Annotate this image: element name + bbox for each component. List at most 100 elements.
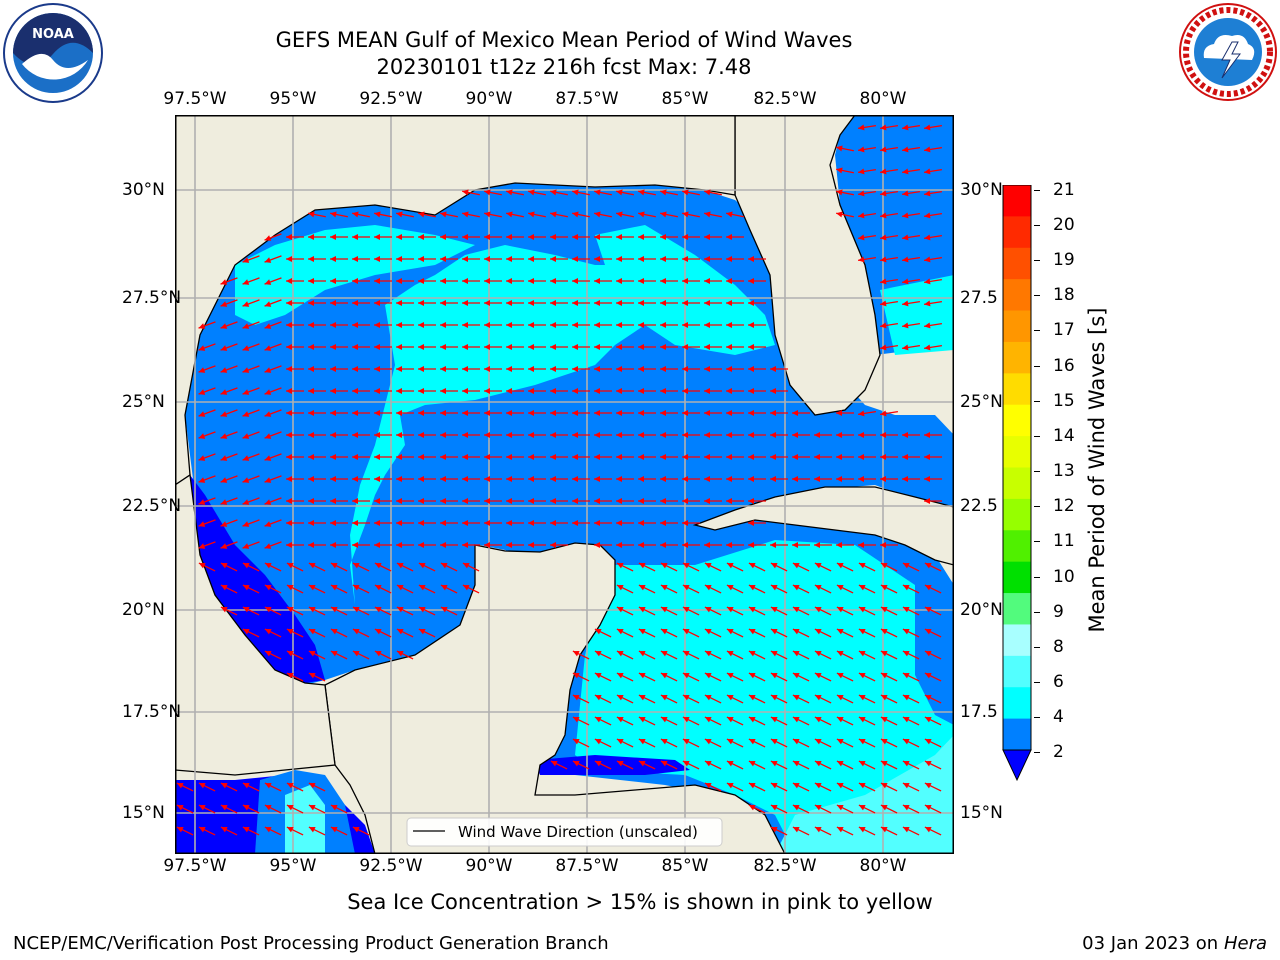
wind-wave-arrow	[682, 760, 700, 770]
wind-wave-arrow	[220, 782, 238, 792]
wind-wave-arrow	[814, 804, 832, 814]
noaa-logo: NOAA	[3, 3, 103, 103]
wind-wave-arrow	[242, 453, 260, 461]
colorbar-segment-4	[1003, 310, 1031, 343]
wind-wave-arrow	[770, 760, 788, 770]
wind-wave-arrow	[704, 694, 722, 704]
wind-wave-arrow	[528, 476, 546, 482]
wind-wave-arrow	[902, 738, 920, 748]
colorbar-tickmark-11	[1034, 577, 1040, 578]
wind-wave-arrow	[330, 454, 348, 460]
wind-wave-arrow	[858, 234, 876, 241]
wind-wave-arrow	[220, 387, 238, 395]
wind-wave-arrow	[880, 628, 898, 638]
wind-wave-arrow	[924, 300, 942, 307]
wind-wave-arrow	[726, 211, 744, 218]
wind-wave-arrow	[682, 672, 700, 682]
wind-wave-arrow	[484, 189, 502, 196]
colorbar-tickmark-0	[1034, 190, 1040, 191]
wind-wave-arrow	[704, 476, 722, 482]
lon-tick-top-0: 97.5°W	[163, 89, 227, 109]
wind-wave-arrow	[484, 344, 502, 350]
wind-wave-arrow	[880, 410, 898, 417]
wind-wave-arrow	[506, 498, 524, 504]
lat-tick-left-4: 20°N	[122, 600, 165, 620]
wind-wave-arrow	[836, 716, 854, 726]
wind-wave-arrow	[880, 782, 898, 792]
wind-wave-arrow	[748, 432, 766, 438]
wind-wave-arrow	[726, 542, 744, 548]
wind-wave-arrow	[440, 366, 458, 372]
wind-wave-arrow	[418, 520, 436, 526]
wind-wave-arrow	[374, 366, 392, 372]
wind-wave-arrow	[902, 760, 920, 770]
wind-wave-arrow	[418, 388, 436, 394]
wind-wave-arrow	[440, 344, 458, 350]
wind-wave-arrow	[242, 255, 260, 263]
wind-wave-arrow	[660, 234, 678, 240]
wind-wave-arrow	[198, 782, 216, 792]
wind-wave-arrow	[264, 299, 282, 307]
wind-wave-arrow	[682, 498, 700, 504]
wind-wave-arrow	[440, 476, 458, 482]
wind-wave-arrow	[396, 366, 414, 372]
lon-tick-bottom-5: 85°W	[661, 856, 709, 876]
wind-wave-arrow	[726, 454, 744, 460]
wind-wave-arrow	[594, 760, 612, 770]
wind-wave-arrow	[858, 454, 876, 460]
wind-wave-arrow	[198, 431, 216, 439]
wind-wave-arrow	[682, 322, 700, 328]
wind-wave-arrow	[572, 189, 590, 196]
wind-wave-arrow	[924, 212, 942, 219]
wind-wave-arrow	[242, 343, 260, 351]
wind-wave-arrow	[198, 387, 216, 395]
wind-wave-arrow	[198, 409, 216, 417]
wind-wave-arrow	[748, 388, 766, 394]
wind-wave-arrow	[506, 322, 524, 328]
lon-tick-top-5: 85°W	[661, 89, 709, 109]
wind-wave-arrow	[330, 300, 348, 306]
wind-wave-arrow	[198, 321, 216, 329]
wind-wave-arrow	[594, 410, 612, 416]
wind-wave-arrow	[594, 211, 612, 218]
wind-wave-arrow	[726, 278, 744, 284]
wind-wave-arrow	[308, 672, 326, 682]
wind-wave-arrow	[616, 211, 634, 218]
wind-wave-arrow	[484, 211, 502, 218]
wind-wave-arrow	[528, 234, 546, 240]
colorbar-tickmark-3	[1034, 295, 1040, 296]
wind-wave-arrow	[308, 562, 326, 572]
wind-wave-arrow	[638, 388, 656, 394]
colorbar-tick-6: 15	[1053, 391, 1075, 411]
wind-wave-arrow	[704, 256, 722, 262]
colorbar-tickmark-15	[1034, 717, 1040, 718]
wind-wave-arrow	[638, 432, 656, 438]
wind-wave-arrow	[704, 498, 722, 504]
wind-wave-arrow	[440, 322, 458, 328]
wind-wave-arrow	[792, 738, 810, 748]
wind-wave-arrow	[286, 498, 304, 504]
colorbar-tickmark-1	[1034, 225, 1040, 226]
wind-wave-arrow	[770, 738, 788, 748]
wind-wave-arrow	[594, 322, 612, 328]
wind-wave-arrow	[748, 694, 766, 704]
wind-wave-arrow	[220, 321, 238, 329]
wind-wave-arrow	[814, 606, 832, 616]
wind-wave-arrow	[682, 344, 700, 350]
wind-wave-arrow	[682, 454, 700, 460]
wind-wave-arrow	[330, 278, 348, 284]
wind-wave-arrow	[330, 562, 348, 572]
wind-wave-arrow	[726, 738, 744, 748]
wind-wave-arrow	[748, 520, 766, 526]
wind-wave-arrow	[660, 520, 678, 526]
wind-wave-arrow	[528, 322, 546, 328]
wind-wave-arrow	[484, 256, 502, 262]
wind-wave-arrow	[528, 498, 546, 504]
wind-wave-arrow	[352, 650, 370, 660]
wind-wave-arrow	[770, 476, 788, 482]
wind-wave-arrow	[396, 344, 414, 350]
wind-wave-arrow	[660, 278, 678, 284]
wind-wave-arrow	[462, 410, 480, 416]
wind-wave-arrow	[528, 189, 546, 196]
wind-wave-arrow	[264, 321, 282, 329]
